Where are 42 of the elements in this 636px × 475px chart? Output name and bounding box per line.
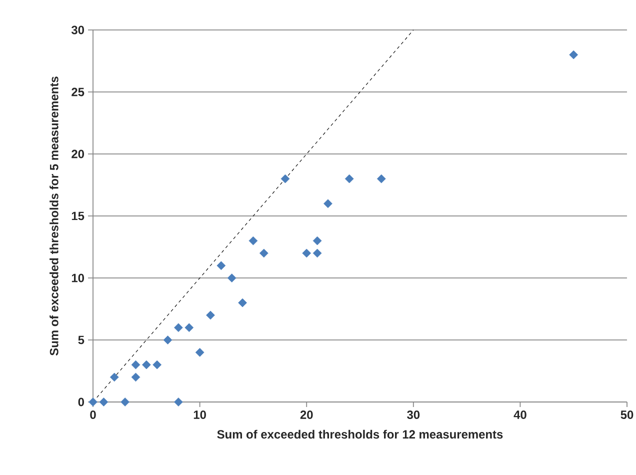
y-tick-label: 0 [78, 398, 84, 406]
point [174, 398, 183, 406]
point [344, 174, 354, 184]
point [163, 336, 172, 344]
x-tick-label: 0 [90, 410, 96, 419]
point [324, 199, 332, 208]
y-tick-label: 25 [72, 88, 84, 96]
point [227, 274, 236, 282]
point [376, 174, 386, 184]
point [569, 50, 578, 60]
point [195, 348, 204, 357]
point [280, 174, 290, 184]
point [238, 298, 247, 308]
point [174, 323, 183, 332]
point [131, 360, 140, 370]
point [142, 360, 151, 370]
point [88, 398, 98, 406]
point [110, 372, 119, 382]
point [120, 398, 130, 406]
point [99, 398, 108, 406]
x-tick-label: 20 [300, 410, 313, 419]
y-axis-title: Sum of exceeded thresholds for 5 measurements [50, 76, 58, 356]
y-tick-label: 30 [71, 26, 84, 34]
point [312, 236, 322, 246]
y-tick-label: 20 [72, 150, 84, 158]
x-axis-title: Sum of exceeded thresholds for 12 measurements [217, 430, 503, 439]
y-tick-label: 10 [72, 274, 84, 282]
point [259, 248, 268, 258]
x-tick-label: 40 [514, 410, 526, 419]
point [152, 360, 162, 370]
point [184, 323, 194, 332]
y-tick-label: 15 [72, 212, 84, 220]
point [131, 372, 140, 382]
point [248, 236, 258, 246]
point [216, 261, 226, 270]
x-tick-label: 30 [407, 410, 420, 419]
y-tick-label: 5 [78, 336, 84, 344]
point [302, 248, 312, 258]
x-tick-label: 10 [194, 410, 206, 419]
point [206, 310, 215, 320]
point [312, 248, 322, 258]
x-tick-label: 50 [620, 410, 634, 419]
